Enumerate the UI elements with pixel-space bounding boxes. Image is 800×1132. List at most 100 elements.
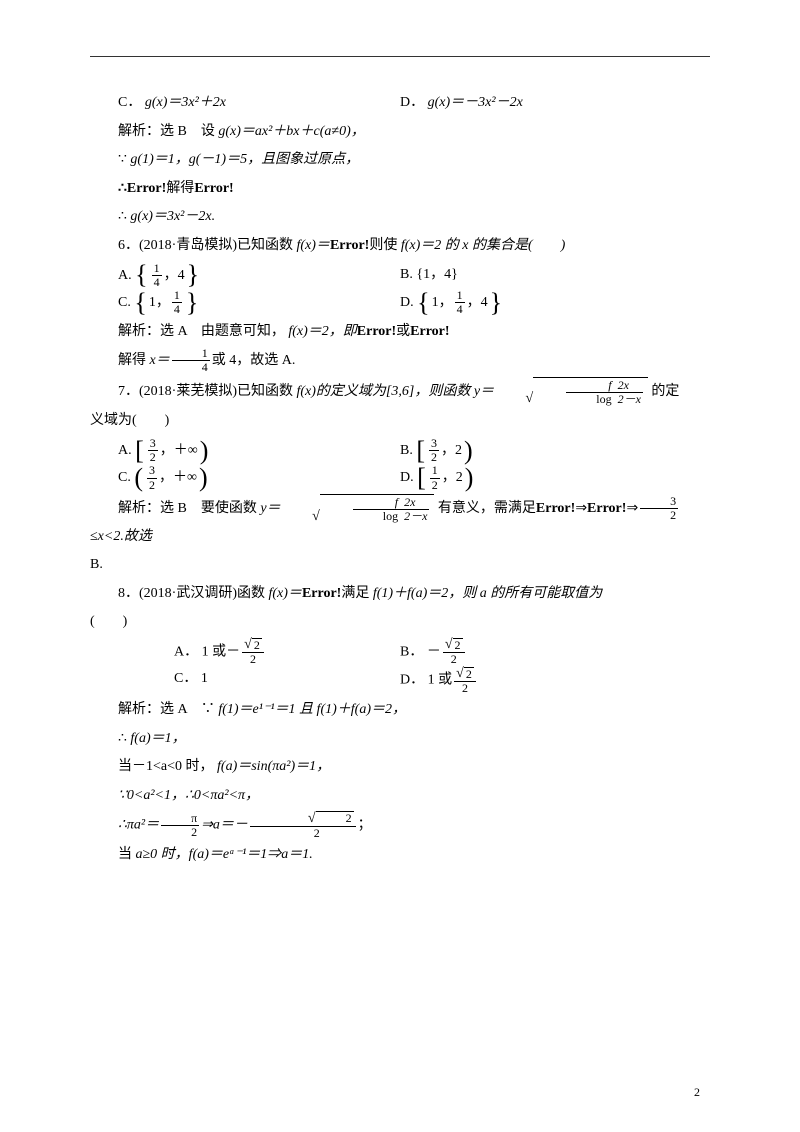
q6-stem-b: f(x)＝ [297,238,330,253]
q6-D-set: { 1，14，4 } [417,289,502,317]
q7-stem-c: 的定 [651,384,679,399]
q6-stem: 6．(2018·青岛模拟)已知函数 f(x)＝Error!则使 f(x)＝2 的… [90,233,710,260]
q7-sol-sq-num-l: f [395,495,398,509]
q8-B-sd: 2 [443,653,465,666]
q7-A-num: 3 [148,437,158,451]
q6-A-after: ，4 [164,267,185,282]
q6-C-num: 1 [172,289,182,303]
q7-C-label: C. [118,470,131,485]
q7-D-den: 2 [430,479,440,492]
q6-D-before: 1， [432,295,453,310]
q6-C-before: 1， [149,295,170,310]
q7-C-den: 2 [147,479,157,492]
q6-stem-d: f(x)＝2 的 x 的集合是( ) [401,238,565,253]
q6-D-num: 1 [455,289,465,303]
q8-sol-l6b: a≥0 时，f(a)＝eᵃ⁻¹＝1⇒a＝1. [136,847,313,862]
q7-D-num: 1 [430,464,440,478]
q7-stem-b: f(x)的定义域为[3,6]，则函数 y＝ [297,384,495,399]
q6-D-after: ，4 [467,295,488,310]
q7-sol-sq-num-r: 2x [404,495,415,509]
q6-C-den: 4 [172,303,182,316]
q6-options-ab: A. { 14，4 } B. {1，4} [90,262,710,290]
page-content: C． g(x)＝3x²＋2x D． g(x)＝－3x²－2x 解析：选 B 设 … [90,60,710,868]
q6-sol-l1d: 或 [396,324,410,339]
q7-sol-sq-den-a: log [383,509,398,523]
q8-A-sn: 2 [252,638,262,652]
q7-stem-a: 7．(2018·莱芜模拟)已知函数 [118,384,297,399]
q7-C-int: (32，＋∞) [134,464,207,492]
q7-sol-d: ≤x<2.故选 [90,529,152,544]
q8-sol-l2a: ∴ [118,731,127,746]
q5-optC-math: g(x)＝3x²＋2x [145,95,226,110]
q5-sol-l3a: ∴ [118,181,127,196]
q7-B-int: [32，2) [416,437,472,465]
q5-sol-l4b: g(x)＝3x²－2x. [130,209,215,224]
q6-C-label: C. [118,295,131,310]
q8-paren: ( ) [90,609,710,636]
q6-stem-c: 则使 [369,238,401,253]
q6-sol-den: 4 [172,361,210,374]
q7-sq-num-l: f [608,378,611,392]
q8-B-sn: 2 [453,638,463,652]
q6-A-label: A. [118,268,132,283]
q7-options-cd: C. (32，＋∞) D. [12，2) [90,464,710,492]
q7-sq-num-r: 2x [618,378,629,392]
q8-D-label: D． [400,673,424,688]
q6-D-den: 4 [455,303,465,316]
q7-C-num: 3 [147,464,157,478]
q7-sol-b: y＝ [260,501,280,516]
q8-sol-l5a: ∴πa²＝ [118,818,159,833]
q6-stem-err: Error! [330,238,369,253]
q8-B-label: B． [400,644,423,659]
q6-A-den: 4 [152,276,162,289]
q7-sol-e2: Error! [587,501,626,516]
q6-sol-l1e: Error! [410,324,449,339]
q7-B-num: 3 [429,437,439,451]
q7-stem-d: 义域为( ) [90,408,710,435]
q8-stem-d: f(1)＋f(a)＝2，则 a 的所有可能取值为 [373,586,602,601]
q8-sol-l5c: ； [358,818,372,833]
q8-sol-l5-sd: 2 [250,827,356,840]
q7-sqrt: √ f 2x log 2－x [498,377,648,407]
q8-A-text: 1 或－ [202,644,241,659]
q6-sol-l2a: 解得 [118,353,150,368]
q8-sol-l2b: f(a)＝1， [130,731,185,746]
q7-sol-c: 有意义，需满足 [438,501,536,516]
q8-sol-l6a: 当 [118,847,136,862]
q8-sol-l3a: 当－1<a<0 时， [118,759,214,774]
q7-C-after: ，＋∞ [159,470,197,485]
q8-sol-l4a: ∵0<a²<1，∴0<πa²<π， [118,788,259,803]
q7-sol-sqrt: √ f 2x log 2－x [284,494,434,524]
q5-options-cd: C． g(x)＝3x²＋2x D． g(x)＝－3x²－2x [90,90,710,117]
q7-A-label: A. [118,443,132,458]
q5-sol-l4a: ∴ [118,209,127,224]
q8-stem-a: 8．(2018·武汉调研)函数 [118,586,269,601]
q5-sol-l2a: ∵ [118,152,127,167]
q6-B-label: B. [400,267,413,282]
q7-B-label: B. [400,443,413,458]
q6-B-set: {1，4} [416,267,457,282]
q6-D-label: D. [400,295,414,310]
q5-sol-l1b: g(x)＝ax²＋bx＋c(a≠0)， [218,124,364,139]
q7-A-int: [32，＋∞) [135,437,208,465]
q8-sol-l1b: f(1)＝e¹⁻¹＝1 且 f(1)＋f(a)＝2， [218,702,406,717]
q8-A-label: A． [174,644,198,659]
q7-sol-den: 2 [640,509,678,522]
q8-D-text: 1 或 [428,673,453,688]
q7-B-after: ，2 [441,443,462,458]
q8-sol-l5-pd: 2 [161,826,199,839]
q8-stem-b: f(x)＝ [269,586,302,601]
q8-sol-l1a: 解析：选 A ∵ [118,702,215,717]
q7-sq-den-b: 2－x [618,392,641,406]
q6-sol-l2c: 或 4，故选 A. [212,353,296,368]
q6-sol-num: 1 [172,347,210,361]
q7-sol-num: 3 [640,495,678,509]
q5-sol-l3c: 解得 [166,181,194,196]
q8-options-cd: C． 1 D． 1 或√22 [90,666,710,695]
q8-stem: 8．(2018·武汉调研)函数 f(x)＝Error!满足 f(1)＋f(a)＝… [90,581,710,608]
q6-sol-l1c: Error! [357,324,396,339]
q8-D-sn: 2 [464,667,474,681]
q8-C-text: 1 [201,671,208,686]
q7-A-den: 2 [148,451,158,464]
q7-sol-e1: Error! [536,501,575,516]
